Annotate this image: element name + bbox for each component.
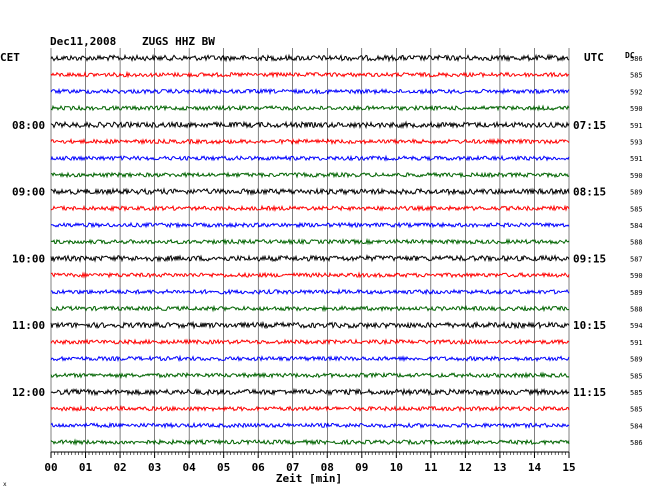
x-tick-label: 15: [562, 461, 575, 474]
utc-hour-label: 09:15: [573, 252, 606, 265]
cet-hour-label: 12:00: [12, 386, 45, 399]
cet-hour-label: 09:00: [12, 186, 45, 199]
trace-line: [50, 387, 570, 397]
dc-value: 589: [630, 289, 643, 297]
dc-value: 585: [630, 72, 643, 80]
dc-value: 585: [630, 372, 643, 380]
utc-hour-label: 11:15: [573, 386, 606, 399]
x-tick-label: 09: [355, 461, 368, 474]
trace-line: [50, 254, 570, 263]
dc-value: 590: [630, 105, 643, 113]
trace-line: [50, 204, 570, 213]
dc-value: 594: [630, 322, 643, 330]
dc-value: 593: [630, 139, 643, 147]
cet-hour-label: 08:00: [12, 119, 45, 132]
trace-line: [50, 404, 570, 413]
x-tick-label: 10: [390, 461, 403, 474]
dc-value: 589: [630, 189, 643, 197]
trace-line: [50, 438, 570, 447]
x-tick-label: 05: [217, 461, 230, 474]
trace-line: [50, 221, 570, 229]
utc-hour-label: 10:15: [573, 319, 606, 332]
x-axis: 00 01 02 03 04 05 06 07 08 09 10 11 12 13 14 15: [44, 451, 576, 474]
trace-line: [50, 187, 570, 196]
trace-line: [50, 104, 570, 112]
dc-value: 592: [630, 88, 643, 96]
trace-line: [50, 354, 570, 363]
cet-hour-label: 11:00: [12, 319, 45, 332]
x-axis-title: Zeit [min]: [276, 472, 342, 485]
time-labels: 08:00 09:00 10:00 11:00 12:00 07:15 08:15 09:15…: [12, 119, 606, 399]
x-tick-label: 13: [493, 461, 506, 474]
dc-value: 586: [630, 55, 643, 63]
dc-value: 588: [630, 239, 643, 247]
x-tick-label: 00: [44, 461, 57, 474]
trace-line: [50, 87, 570, 96]
dc-value: 585: [630, 205, 643, 213]
dc-label: DC: [625, 51, 635, 60]
trace-line: [50, 237, 570, 246]
grid-lines: [50, 48, 570, 453]
dc-values: 586 585 592 590 591 593 591 590 589 585 584 588 587 5…: [630, 55, 643, 447]
dc-value: 584: [630, 222, 643, 230]
x-tick-label: 02: [113, 461, 126, 474]
trace-line: [50, 70, 570, 79]
trace-line: [50, 171, 570, 179]
trace-line: [50, 120, 570, 130]
x-tick-label: 08: [321, 461, 334, 474]
date-label: Dec11,2008: [50, 35, 116, 48]
x-tick-label: 07: [286, 461, 299, 474]
cet-hour-label: 10:00: [12, 252, 45, 265]
trace-line: [50, 53, 570, 63]
dc-value: 590: [630, 172, 643, 180]
x-tick-label: 03: [148, 461, 161, 474]
station-label: ZUGS HHZ BW: [142, 35, 215, 48]
dc-value: 585: [630, 406, 643, 414]
trace-line: [50, 371, 570, 379]
x-tick-label: 11: [424, 461, 438, 474]
dc-value: 590: [630, 272, 643, 280]
x-tick-label: 04: [183, 461, 197, 474]
x-tick-label: 01: [79, 461, 93, 474]
dc-value: 591: [630, 339, 643, 347]
dc-value: 587: [630, 255, 643, 263]
utc-hour-label: 07:15: [573, 119, 606, 132]
trace-group: [50, 53, 570, 447]
dc-value: 585: [630, 389, 643, 397]
trace-line: [50, 154, 570, 162]
cet-label: CET: [0, 51, 20, 64]
x-tick-label: 14: [528, 461, 542, 474]
trace-line: [50, 271, 570, 279]
dc-value: 589: [630, 356, 643, 364]
dc-value: 586: [630, 439, 643, 447]
trace-line: [50, 287, 570, 296]
utc-label: UTC: [584, 51, 604, 64]
dc-value: 584: [630, 422, 643, 430]
trace-line: [50, 338, 570, 346]
x-tick-label: 06: [252, 461, 266, 474]
trace-line: [50, 137, 570, 146]
dc-value: 588: [630, 306, 643, 314]
x-tick-label: 12: [459, 461, 472, 474]
utc-hour-label: 08:15: [573, 186, 606, 199]
trace-line: [50, 421, 570, 430]
trace-line: [50, 304, 570, 313]
corner-mark: x: [3, 481, 7, 488]
dc-value: 591: [630, 122, 643, 130]
dc-value: 591: [630, 155, 643, 163]
trace-line: [50, 320, 570, 330]
